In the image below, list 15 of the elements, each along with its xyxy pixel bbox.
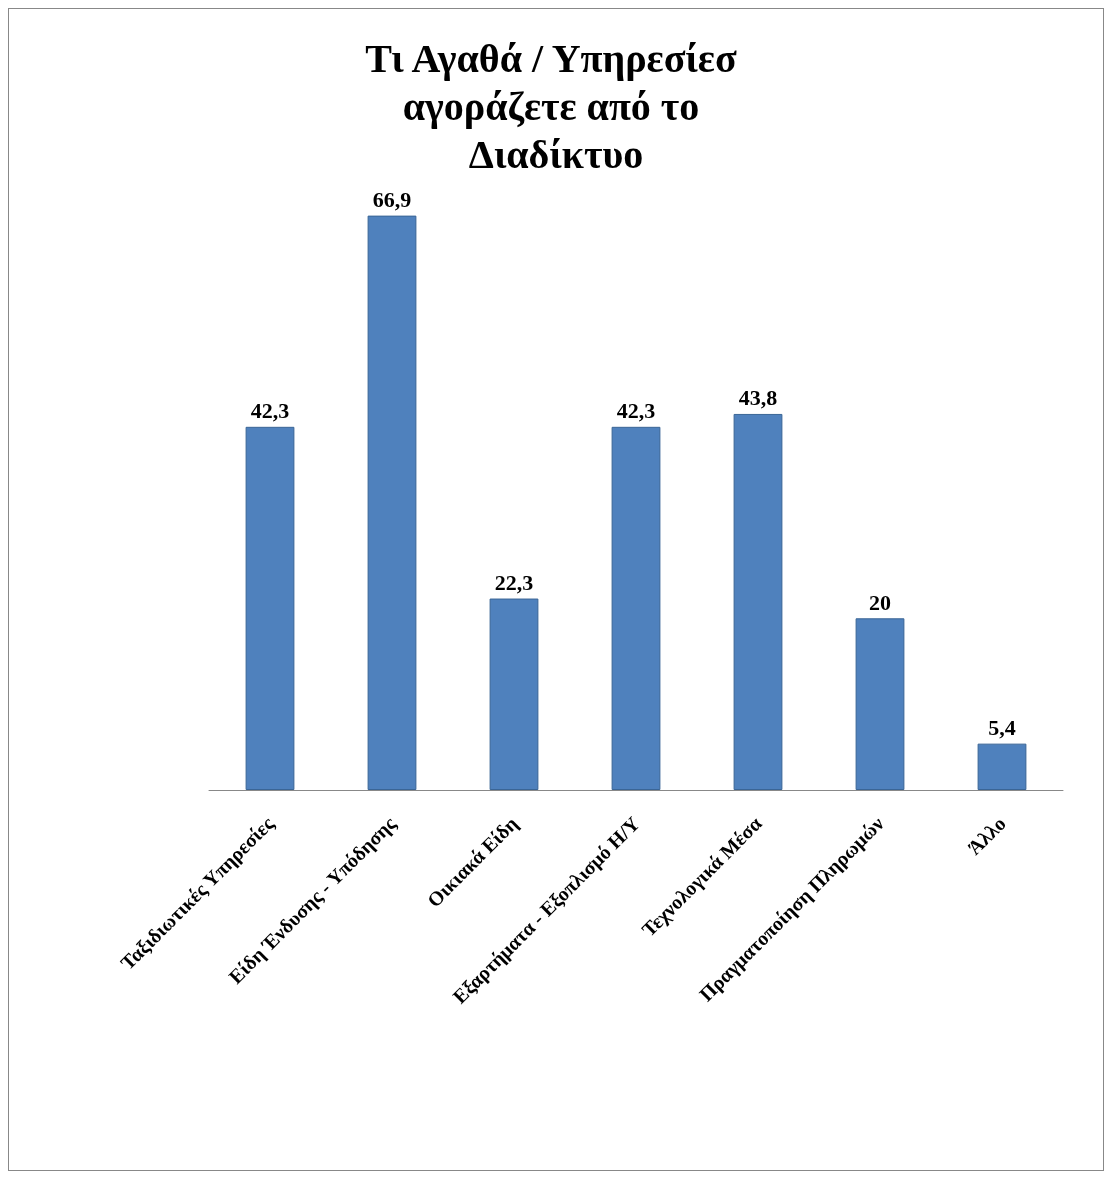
data-label: 42,3 bbox=[250, 398, 290, 424]
bar bbox=[733, 413, 783, 790]
bar bbox=[977, 743, 1027, 790]
data-label: 43,8 bbox=[738, 385, 778, 411]
bar bbox=[611, 426, 661, 790]
chart-title: Τι Αγαθά / Υπηρεσίεσ αγοράζετε από το Διαδίκτυο bbox=[365, 35, 747, 177]
bar bbox=[489, 598, 539, 790]
data-label: 22,3 bbox=[494, 570, 534, 596]
bar bbox=[855, 618, 905, 790]
data-label: 66,9 bbox=[372, 187, 412, 213]
bar bbox=[367, 215, 417, 790]
data-label: 20 bbox=[869, 589, 891, 615]
data-label: 42,3 bbox=[616, 398, 656, 424]
bar bbox=[245, 426, 295, 790]
data-label: 5,4 bbox=[988, 715, 1016, 741]
